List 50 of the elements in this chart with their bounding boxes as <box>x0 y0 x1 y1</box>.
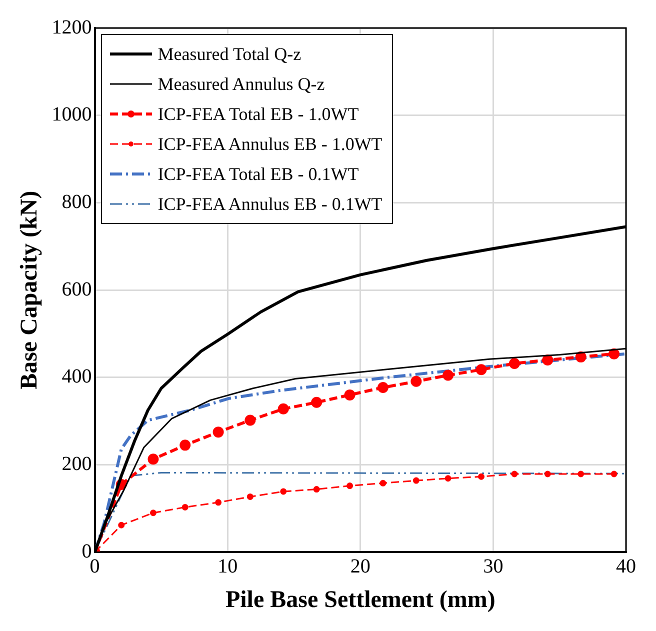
point <box>544 470 551 478</box>
point <box>578 470 584 478</box>
point <box>118 522 125 528</box>
y-tick-label: 0 <box>82 540 92 562</box>
x-tick-label: 10 <box>218 555 238 578</box>
point <box>542 354 554 366</box>
point <box>182 504 188 510</box>
point <box>380 480 386 486</box>
y-tick-label: 400 <box>62 366 92 388</box>
point <box>610 470 618 478</box>
point <box>278 403 289 414</box>
point <box>244 414 256 426</box>
legend-label: ICP-FEA Total EB - 1.0WT <box>158 103 359 126</box>
point <box>215 499 222 506</box>
point <box>412 477 420 484</box>
y-tick-label: 1200 <box>52 16 92 38</box>
legend-label: ICP-FEA Annulus EB - 1.0WT <box>158 133 382 156</box>
y-tick-label: 200 <box>62 453 92 476</box>
point <box>246 493 254 500</box>
point <box>313 486 320 493</box>
point <box>311 396 322 408</box>
y-tick-label: 600 <box>62 278 92 300</box>
legend-label: ICP-FEA Total EB - 0.1WT <box>158 163 359 186</box>
x-tick-label: 40 <box>616 555 636 578</box>
point <box>478 473 484 480</box>
y-tick-label: 1000 <box>52 104 92 126</box>
point <box>212 426 224 438</box>
point <box>444 475 452 482</box>
y-axis-title: Base Capacity (kN) <box>16 190 43 390</box>
point <box>377 382 388 394</box>
x-tick-label: 30 <box>483 555 504 578</box>
point <box>508 358 520 369</box>
point <box>608 348 620 360</box>
point <box>148 454 159 465</box>
legend-label: Measured Total Q-z <box>158 43 302 66</box>
x-tick-label: 20 <box>350 555 370 578</box>
point <box>346 482 354 490</box>
point <box>344 389 356 400</box>
point <box>575 351 586 362</box>
x-axis-title: Pile Base Settlement (mm) <box>225 586 496 613</box>
point <box>180 440 191 451</box>
legend-label: Measured Annulus Q-z <box>158 73 325 96</box>
point <box>410 376 422 387</box>
point <box>511 470 518 478</box>
point <box>150 510 156 516</box>
point <box>442 370 454 381</box>
point <box>476 364 487 376</box>
legend-label: ICP-FEA Annulus EB - 0.1WT <box>158 193 382 216</box>
point <box>280 488 287 495</box>
y-tick-label: 800 <box>62 190 92 213</box>
